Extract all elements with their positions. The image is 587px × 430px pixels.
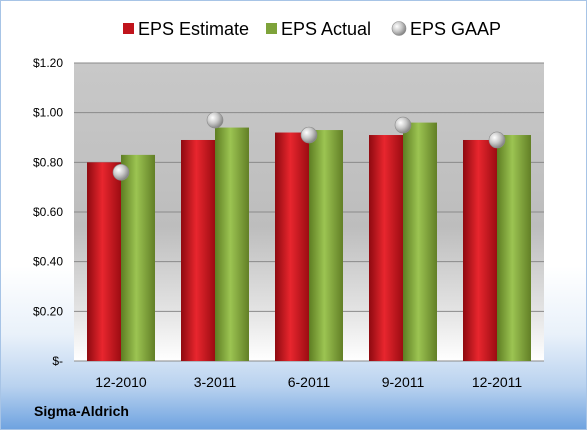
legend-label: EPS Actual [281,19,371,39]
y-tick-label: $0.20 [33,304,63,318]
y-tick-label: $0.80 [33,155,63,169]
bar-eps-actual [309,130,343,361]
gaap-marker [394,116,412,134]
gaap-marker [112,163,130,181]
y-tick-label: $1.00 [33,106,63,120]
x-axis: 12-2010 3-2011 6-2011 9-2011 12-2011 [95,374,522,390]
x-tick-label: 12-2010 [95,374,147,390]
bar-eps-estimate [275,132,309,361]
gaap-markers [112,111,506,181]
legend-item: EPS Actual [266,19,371,39]
y-tick-label: $1.20 [33,56,63,70]
legend-swatch [123,23,134,34]
gaap-marker [206,111,224,129]
legend-swatch [391,21,407,36]
gaap-marker [488,131,506,149]
company-name: Sigma-Aldrich [34,403,129,419]
y-tick-label: $- [52,354,63,368]
bars [87,122,531,361]
y-axis: $- $0.20 $0.40 $0.60 $0.80 $1.00 $1.20 [33,56,63,368]
legend: EPS Estimate EPS Actual EPS GAAP [123,19,501,39]
legend-item: EPS GAAP [391,19,501,39]
bar-eps-estimate [181,139,215,361]
bar-eps-actual [215,127,249,361]
bar-eps-estimate [369,135,403,361]
bar-eps-estimate [463,139,497,361]
legend-label: EPS Estimate [138,19,249,39]
eps-chart: $- $0.20 $0.40 $0.60 $0.80 $1.00 $1.20 12-2010… [33,19,544,390]
bar-eps-estimate [87,162,121,361]
bar-eps-actual [121,154,155,361]
legend-label: EPS GAAP [410,19,501,39]
bar-eps-actual [497,135,531,361]
y-tick-label: $0.40 [33,255,63,269]
x-tick-label: 3-2011 [194,374,237,390]
x-tick-label: 6-2011 [288,374,331,390]
x-tick-label: 9-2011 [382,374,425,390]
x-tick-label: 12-2011 [472,374,523,390]
gaap-marker [300,126,318,144]
y-tick-label: $0.60 [33,205,63,219]
legend-item: EPS Estimate [123,19,249,39]
bar-eps-actual [403,122,437,361]
legend-swatch [266,23,277,34]
